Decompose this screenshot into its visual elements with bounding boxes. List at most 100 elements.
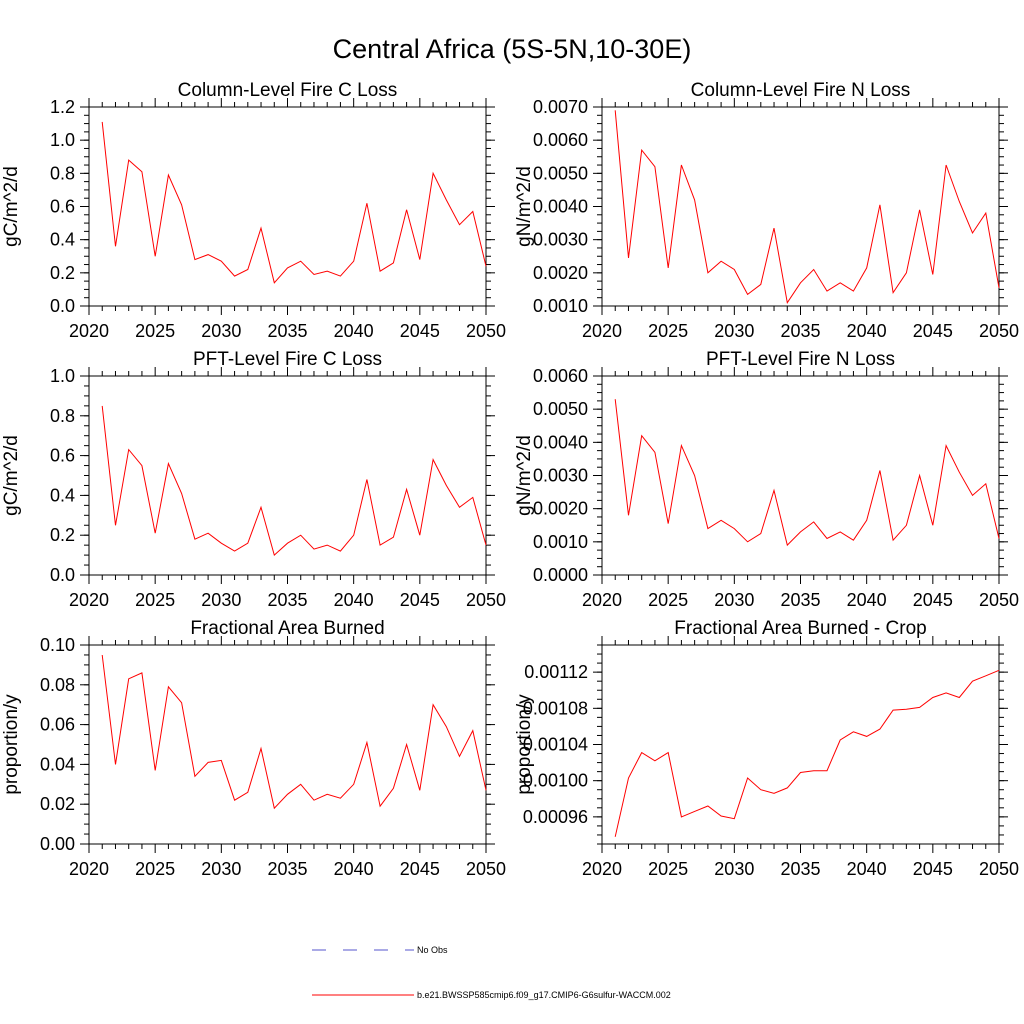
x-tick-label: 2045 — [400, 859, 440, 879]
y-tick-label: 0.08 — [40, 675, 75, 695]
panel-5: Fractional Area Burned proportion/y 2020 20… — [1, 618, 506, 879]
plot-frame — [601, 375, 1000, 576]
x-tick-label: 2040 — [847, 859, 887, 879]
panel-6: Fractional Area Burned - Crop proportion/… — [514, 618, 1019, 879]
y-axis-label: gN/m^2/d — [514, 435, 535, 516]
series-line — [614, 110, 1000, 305]
x-tick-label: 2045 — [400, 321, 440, 341]
plot-frame — [601, 644, 1000, 845]
y-tick-label: 1.0 — [50, 130, 75, 150]
x-tick-label: 2020 — [582, 321, 622, 341]
x-tick-label: 2040 — [334, 859, 374, 879]
panel-title: Column-Level Fire N Loss — [691, 80, 911, 101]
series-line — [101, 121, 487, 284]
x-tick-label: 2045 — [913, 590, 953, 610]
x-tick-label: 2030 — [714, 321, 754, 341]
x-tick-label: 2025 — [135, 859, 175, 879]
y-tick-label: 1.2 — [50, 97, 75, 117]
y-tick-label: 0.6 — [50, 197, 75, 217]
y-tick-label: 0.0010 — [533, 532, 588, 552]
y-tick-label: 0.0050 — [533, 399, 588, 419]
panel-title: Column-Level Fire C Loss — [178, 80, 398, 101]
x-tick-label: 2030 — [201, 590, 241, 610]
panel-title: Fractional Area Burned — [190, 618, 384, 639]
y-tick-label: 0.0000 — [533, 565, 588, 585]
panel-title: PFT-Level Fire C Loss — [193, 349, 382, 370]
x-tick-label: 2040 — [334, 590, 374, 610]
x-tick-label: 2050 — [466, 859, 506, 879]
panel-title: PFT-Level Fire N Loss — [706, 349, 895, 370]
y-tick-label: 0.00108 — [523, 698, 588, 718]
y-tick-label: 0.0 — [50, 296, 75, 316]
x-tick-label: 2035 — [267, 321, 307, 341]
x-tick-label: 2050 — [979, 321, 1019, 341]
y-tick-label: 0.2 — [50, 525, 75, 545]
y-tick-label: 0.04 — [40, 754, 75, 774]
y-tick-label: 0.2 — [50, 263, 75, 283]
y-axis-label: proportion/y — [514, 694, 535, 795]
main-title: Central Africa (5S-5N,10-30E) — [333, 34, 692, 64]
panel-2: Column-Level Fire N Loss gN/m^2/d 2020 2025… — [514, 80, 1019, 341]
y-tick-label: 0.0030 — [533, 230, 588, 250]
legend: No Obs b.e21.BWSSP585cmip6.f09_g17.CMIP6… — [312, 945, 671, 1000]
y-tick-label: 0.8 — [50, 406, 75, 426]
y-tick-label: 0.0020 — [533, 499, 588, 519]
y-axis-label: proportion/y — [1, 694, 22, 795]
legend-no-obs-label: No Obs — [417, 945, 448, 955]
x-tick-label: 2020 — [69, 321, 109, 341]
y-tick-label: 0.00112 — [524, 662, 588, 682]
x-tick-label: 2025 — [135, 321, 175, 341]
series-line — [614, 399, 1000, 547]
x-tick-label: 2050 — [979, 859, 1019, 879]
y-tick-label: 0.4 — [50, 230, 75, 250]
y-tick-label: 0.02 — [40, 794, 75, 814]
y-tick-label: 0.0040 — [533, 197, 588, 217]
x-tick-label: 2035 — [780, 321, 820, 341]
y-tick-label: 0.0060 — [533, 366, 588, 386]
y-axis-label: gC/m^2/d — [1, 435, 22, 516]
y-tick-label: 0.4 — [50, 485, 75, 505]
x-tick-label: 2035 — [780, 859, 820, 879]
x-tick-label: 2030 — [714, 590, 754, 610]
y-tick-label: 0.0030 — [533, 466, 588, 486]
x-tick-label: 2035 — [267, 859, 307, 879]
y-tick-label: 0.6 — [50, 446, 75, 466]
x-tick-label: 2030 — [201, 321, 241, 341]
x-tick-label: 2035 — [267, 590, 307, 610]
panel-title: Fractional Area Burned - Crop — [674, 618, 926, 639]
x-tick-label: 2025 — [648, 590, 688, 610]
y-tick-label: 0.0010 — [533, 296, 588, 316]
y-tick-label: 0.0 — [50, 565, 75, 585]
plot-frame — [88, 106, 487, 307]
panel-4: PFT-Level Fire N Loss gN/m^2/d 2020 2025 203… — [514, 349, 1019, 610]
y-tick-label: 1.0 — [50, 366, 75, 386]
x-tick-label: 2020 — [582, 859, 622, 879]
x-tick-label: 2020 — [582, 590, 622, 610]
y-tick-label: 0.0040 — [533, 432, 588, 452]
x-tick-label: 2040 — [847, 321, 887, 341]
panel-1: Column-Level Fire C Loss gC/m^2/d 2020 2025… — [1, 80, 506, 341]
x-tick-label: 2050 — [979, 590, 1019, 610]
y-tick-label: 0.00 — [40, 834, 75, 854]
x-tick-label: 2045 — [400, 590, 440, 610]
y-tick-label: 0.00096 — [523, 807, 588, 827]
x-tick-label: 2040 — [334, 321, 374, 341]
series-line — [101, 654, 487, 810]
x-tick-label: 2020 — [69, 859, 109, 879]
plot-frame — [88, 375, 487, 576]
y-tick-label: 0.00104 — [523, 735, 588, 755]
y-tick-label: 0.0050 — [533, 163, 588, 183]
y-tick-label: 0.8 — [50, 163, 75, 183]
y-tick-label: 0.0020 — [533, 263, 588, 283]
x-tick-label: 2050 — [466, 590, 506, 610]
x-tick-label: 2045 — [913, 859, 953, 879]
series-line — [101, 405, 487, 557]
panels-group: Column-Level Fire C Loss gC/m^2/d 2020 2025… — [1, 80, 1019, 879]
plot-frame — [601, 106, 1000, 307]
y-tick-label: 0.06 — [40, 715, 75, 735]
x-tick-label: 2030 — [201, 859, 241, 879]
x-tick-label: 2025 — [648, 321, 688, 341]
x-tick-label: 2030 — [714, 859, 754, 879]
y-tick-label: 0.0070 — [533, 97, 588, 117]
x-tick-label: 2040 — [847, 590, 887, 610]
